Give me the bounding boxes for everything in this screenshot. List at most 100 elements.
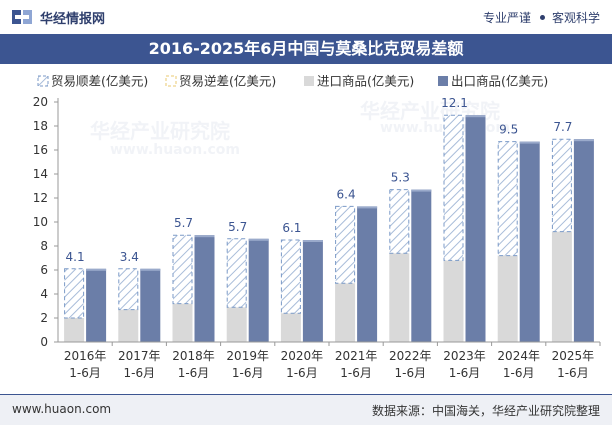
y-tick-label: 20 <box>33 95 48 109</box>
bars <box>64 114 594 342</box>
huajing-logo-icon <box>12 10 32 24</box>
y-tick-label: 0 <box>40 335 48 349</box>
y-tick-label: 4 <box>40 287 48 301</box>
export-bar <box>302 240 323 342</box>
export-bar-top <box>465 115 486 118</box>
x-tick-label: 2025年 <box>552 349 595 363</box>
surplus-bar <box>226 238 247 308</box>
x-tick-label: 2019年 <box>226 349 269 363</box>
export-bar <box>519 141 540 342</box>
top-bar: 华经情报网 专业严谨 客观科学 <box>0 0 612 34</box>
surplus-bar <box>172 234 193 305</box>
legend-label: 出口商品(亿美元) <box>451 74 548 89</box>
y-tick-label: 12 <box>33 191 48 205</box>
export-bar-top <box>411 189 432 192</box>
slogan-right: 客观科学 <box>551 11 600 25</box>
surplus-bar <box>64 268 85 319</box>
y-tick-label: 8 <box>40 239 48 253</box>
legend-swatch-3 <box>438 76 448 86</box>
surplus-bar <box>280 239 301 314</box>
data-label: 5.7 <box>228 220 247 234</box>
x-tick-label: 1-6月 <box>503 366 535 380</box>
surplus-bar <box>389 189 410 254</box>
import-bar <box>389 253 410 342</box>
x-tick-label: 1-6月 <box>69 366 101 380</box>
export-bar <box>86 268 107 342</box>
import-bar <box>64 318 85 342</box>
export-bar <box>573 139 594 342</box>
export-bar-top <box>302 240 323 242</box>
y-tick-label: 16 <box>33 143 48 157</box>
export-bar-top <box>248 238 269 241</box>
x-tick-label: 1-6月 <box>123 366 155 380</box>
data-label: 7.7 <box>553 120 572 134</box>
brand-name: 华经情报网 <box>40 12 106 27</box>
legend-label: 贸易顺差(亿美元) <box>51 74 148 89</box>
chart-title: 2016-2025年6月中国与莫桑比克贸易差额 <box>148 39 464 58</box>
x-tick-label: 2022年 <box>389 349 432 363</box>
surplus-bar <box>443 114 464 261</box>
footer: www.huaon.com 数据来源：中国海关，华经产业研究院整理 <box>0 394 612 425</box>
slogan-separator-dot <box>539 15 545 20</box>
import-bar <box>443 260 464 342</box>
y-tick-label: 6 <box>40 263 48 277</box>
x-tick-label: 2017年 <box>118 349 161 363</box>
x-tick-label: 2018年 <box>172 349 215 363</box>
export-bar <box>357 206 378 342</box>
x-tick-label: 1-6月 <box>394 366 426 380</box>
y-axis: 0 2 4 6 8 10 12 14 16 18 20 <box>33 95 59 349</box>
x-tick-label: 2020年 <box>281 349 324 363</box>
export-bar <box>465 115 486 342</box>
export-bar-top <box>194 235 215 238</box>
export-bar <box>194 235 215 342</box>
legend-label: 贸易逆差(亿美元) <box>179 74 276 89</box>
export-bar-top <box>357 206 378 209</box>
x-tick-label: 1-6月 <box>449 366 481 380</box>
export-bar <box>140 268 161 342</box>
legend-swatch-2 <box>304 76 314 86</box>
data-label: 3.4 <box>120 250 139 264</box>
surplus-bar <box>551 138 572 233</box>
x-tick-label: 2024年 <box>497 349 540 363</box>
y-tick-label: 18 <box>33 119 48 133</box>
footer-source: 数据来源：中国海关，华经产业研究院整理 <box>371 404 600 418</box>
data-label: 5.7 <box>174 216 193 230</box>
legend-swatch-1 <box>165 75 177 87</box>
export-bar-top <box>140 268 161 271</box>
data-label: 9.5 <box>499 123 518 137</box>
legend-swatch-0 <box>37 75 49 87</box>
slogan: 专业严谨 客观科学 <box>483 9 600 26</box>
data-label: 6.4 <box>337 187 356 201</box>
footer-website: www.huaon.com <box>12 402 112 416</box>
x-tick-label: 2021年 <box>335 349 378 363</box>
y-tick-label: 10 <box>33 215 48 229</box>
surplus-bar <box>118 268 139 311</box>
x-tick-label: 1-6月 <box>286 366 318 380</box>
data-label: 6.1 <box>282 221 301 235</box>
export-bar <box>248 238 269 342</box>
chart-area: 贸易顺差(亿美元) 贸易逆差(亿美元) 进口商品(亿美元) 出口商品(亿美元) 0 2 4… <box>33 74 601 380</box>
export-bar-top <box>573 139 594 142</box>
import-bar <box>551 231 572 342</box>
data-label: 12.1 <box>441 96 468 110</box>
data-label: 5.3 <box>391 171 410 185</box>
import-bar <box>172 303 193 342</box>
y-tick-label: 14 <box>33 167 48 181</box>
import-bar <box>118 309 139 342</box>
data-labels: 4.1 3.4 5.7 5.7 6.1 6.4 5.3 12.1 9.5 7.7 <box>66 96 573 264</box>
import-bar <box>280 313 301 342</box>
legend: 贸易顺差(亿美元) 贸易逆差(亿美元) 进口商品(亿美元) 出口商品(亿美元) <box>37 74 548 89</box>
y-tick-label: 2 <box>40 311 48 325</box>
title-bar: 2016-2025年6月中国与莫桑比克贸易差额 <box>0 34 612 64</box>
x-tick-label: 2016年 <box>64 349 107 363</box>
x-tick-label: 2023年 <box>443 349 486 363</box>
data-label: 4.1 <box>66 250 85 264</box>
export-bar-top <box>519 141 540 144</box>
import-bar <box>497 255 518 342</box>
legend-label: 进口商品(亿美元) <box>317 74 414 89</box>
x-tick-label: 1-6月 <box>232 366 264 380</box>
slogan-left: 专业严谨 <box>482 11 531 25</box>
export-bar-top <box>86 268 107 271</box>
surplus-bar <box>335 205 356 284</box>
import-bar <box>335 283 356 342</box>
